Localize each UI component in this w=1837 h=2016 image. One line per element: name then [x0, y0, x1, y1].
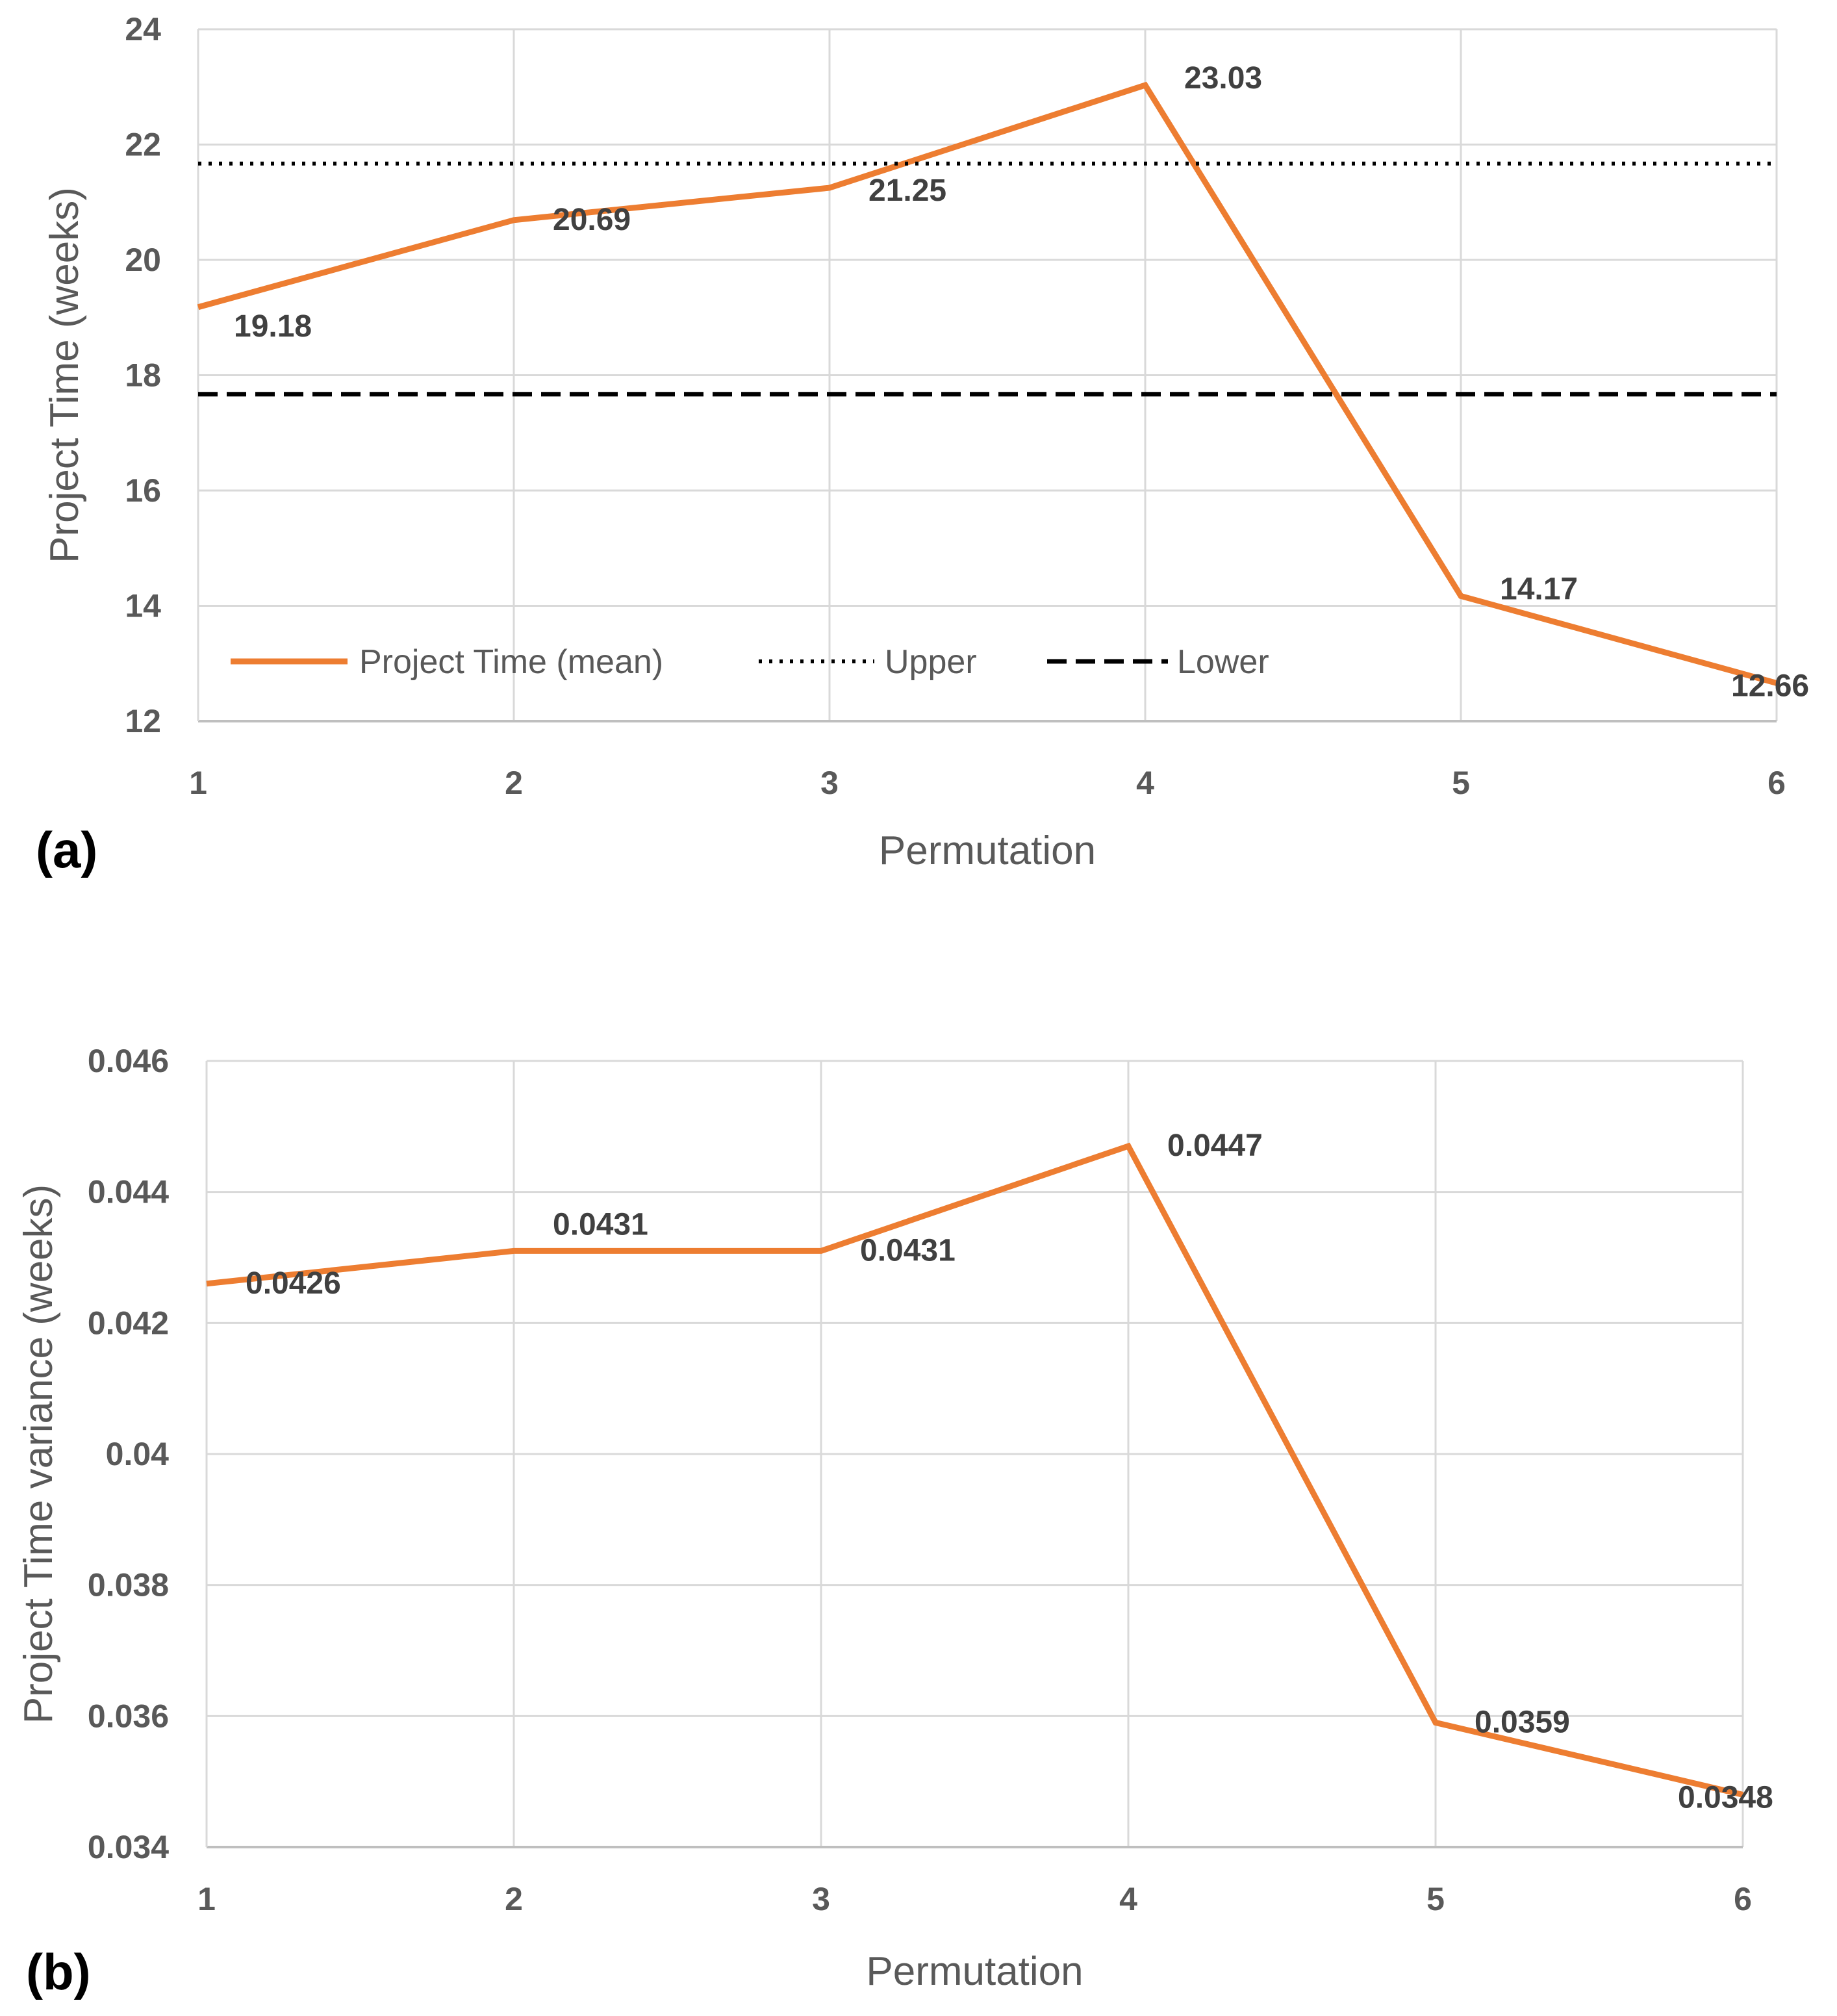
- chart-b: 0.034 0.036 0.038 0.04 0.042 0.044 0.046 1 2 3 4 5 6…: [16, 1043, 1773, 2000]
- y-axis-title: Project Time variance (weeks): [16, 1184, 61, 1724]
- data-label: 20.69: [553, 203, 631, 237]
- legend-label: Upper: [885, 643, 977, 681]
- y-tick-label: 0.04: [106, 1436, 170, 1472]
- y-tick-label: 24: [125, 11, 161, 47]
- data-label: 23.03: [1184, 61, 1262, 96]
- data-label: 19.18: [234, 309, 312, 344]
- x-axis-title: Permutation: [879, 828, 1096, 873]
- x-tick-label: 1: [197, 1881, 216, 1917]
- panel-label: (a): [36, 821, 97, 878]
- data-label: 0.0431: [860, 1233, 956, 1268]
- legend-label: Lower: [1177, 643, 1269, 681]
- y-tick-label: 20: [125, 242, 161, 278]
- x-tick-label: 3: [820, 765, 839, 801]
- data-label: 21.25: [868, 173, 946, 208]
- data-label: 0.0359: [1475, 1705, 1570, 1739]
- data-label: 12.66: [1731, 669, 1809, 703]
- x-tick-label: 3: [812, 1881, 830, 1917]
- data-label: 14.17: [1500, 572, 1578, 606]
- data-label: 0.0431: [553, 1207, 648, 1242]
- x-tick-label: 4: [1119, 1881, 1137, 1917]
- y-axis-title: Project Time (weeks): [42, 187, 87, 563]
- y-tick-label: 0.044: [88, 1174, 169, 1210]
- y-tick-label: 0.046: [88, 1043, 169, 1079]
- y-tick-label: 16: [125, 472, 161, 509]
- series-line-main: [197, 81, 1778, 686]
- x-tick-label: 6: [1734, 1881, 1752, 1917]
- y-tick-label: 0.034: [88, 1829, 169, 1865]
- y-tick-label: 0.038: [88, 1567, 169, 1603]
- data-label: 0.0447: [1167, 1129, 1263, 1163]
- x-tick-label: 1: [189, 765, 207, 801]
- legend-label: Project Time (mean): [359, 643, 663, 681]
- x-axis-title: Permutation: [866, 1949, 1083, 1994]
- panel-label: (b): [26, 1943, 91, 2000]
- data-label: 0.0348: [1678, 1780, 1773, 1815]
- x-tick-label: 6: [1767, 765, 1786, 801]
- y-tick-label: 12: [125, 703, 161, 739]
- y-tick-label: 0.042: [88, 1305, 169, 1341]
- x-tick-label: 5: [1452, 765, 1470, 801]
- series-line-main: [206, 1142, 1744, 1798]
- y-tick-label: 14: [125, 588, 161, 624]
- x-tick-label: 2: [505, 765, 523, 801]
- y-tick-label: 22: [125, 127, 161, 163]
- y-tick-label: 18: [125, 357, 161, 394]
- x-tick-label: 5: [1426, 1881, 1445, 1917]
- y-tick-label: 0.036: [88, 1698, 169, 1734]
- data-label: 0.0426: [246, 1266, 341, 1301]
- x-tick-label: 4: [1136, 765, 1154, 801]
- x-tick-label: 2: [505, 1881, 523, 1917]
